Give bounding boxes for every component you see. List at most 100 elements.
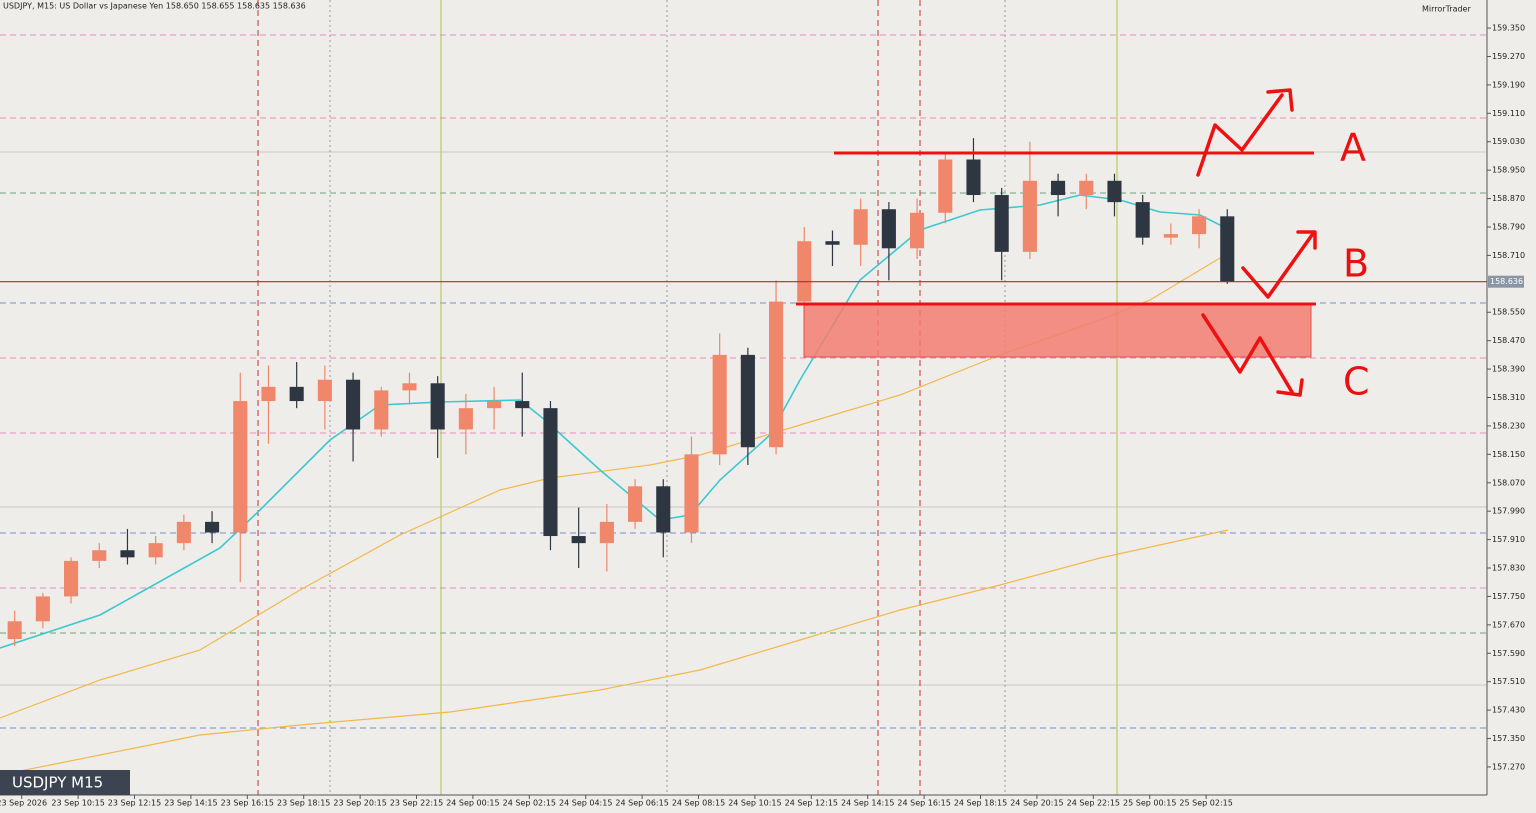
candle-body [233,401,248,533]
candle-body [346,379,361,430]
candle-body [374,390,389,430]
x-tick-label: 25 Sep 02:15 [1179,799,1232,808]
candle-body [205,521,220,533]
y-tick-label: 159.030 [1492,137,1525,146]
arrow-c [1201,313,1304,397]
moving-average [0,529,1229,776]
x-tick-label: 24 Sep 18:15 [954,799,1007,808]
candle-body [599,521,614,544]
last-price-box [1488,275,1524,288]
price-axis-bg [1487,0,1536,813]
candle-body [571,536,586,544]
x-tick-label: 24 Sep 14:15 [841,799,894,808]
x-tick-label: 24 Sep 04:15 [559,799,612,808]
candle-body [176,521,191,544]
candle-body [1220,216,1235,282]
x-tick-label: 24 Sep 06:15 [615,799,668,808]
candle-body [994,195,1009,252]
candle-body [458,408,473,430]
candle-body [317,379,332,402]
x-tick-label: 24 Sep 22:15 [1067,799,1120,808]
candle-body [1022,180,1037,252]
x-tick-label: 23 Sep 20:15 [333,799,386,808]
y-tick-label: 159.110 [1492,109,1525,118]
x-tick-label: 23 Sep 16:15 [221,799,274,808]
x-tick-label: 23 Sep 2026 [0,799,47,808]
x-tick-label: 24 Sep 20:15 [1010,799,1063,808]
y-tick-label: 157.990 [1492,507,1525,516]
candle-body [825,241,840,245]
candle-body [797,241,812,302]
y-tick-label: 158.950 [1492,166,1525,175]
y-tick-label: 158.550 [1492,308,1525,317]
candle-body [120,550,135,558]
candle-body [966,159,981,196]
x-tick-label: 24 Sep 00:15 [446,799,499,808]
y-tick-label: 159.190 [1492,80,1525,89]
y-tick-label: 158.150 [1492,450,1525,459]
candle-body [1079,180,1094,196]
candle-body [148,543,163,558]
y-tick-label: 157.910 [1492,535,1525,544]
plot [0,138,1487,647]
y-tick-label: 157.830 [1492,564,1525,573]
y-tick-label: 158.790 [1492,222,1525,231]
annotation: A [1340,126,1366,170]
symbol-box [0,770,130,795]
arrow-b [1241,230,1317,299]
symbol-label: USDJPY M15 [12,774,103,792]
candle-body [289,386,304,402]
candle-body [64,560,79,597]
y-tick-label: 158.310 [1492,393,1525,402]
candle-body [740,354,755,448]
y-tick-label: 157.750 [1492,592,1525,601]
annotation: B [1343,242,1369,286]
y-tick-label: 158.390 [1492,365,1525,374]
candle-body [1051,180,1066,196]
candle-body [430,383,445,430]
candle-body [35,596,50,622]
y-tick-label: 158.710 [1492,251,1525,260]
candle-body [712,354,727,455]
candle-body [853,209,868,245]
candle-body [1192,216,1207,235]
annotation: C [1343,360,1370,404]
candle-body [402,383,417,391]
watermark: MirrorTrader [1422,5,1471,14]
x-tick-label: 24 Sep 10:15 [728,799,781,808]
header: USDJPY, M15: US Dollar vs Japanese Yen 1… [3,2,306,11]
x-tick-label: 24 Sep 08:15 [672,799,725,808]
x-tick-label: 23 Sep 10:15 [51,799,104,808]
y-tick-label: 158.230 [1492,421,1525,430]
candle-body [1135,202,1150,238]
candle-body [1107,180,1122,203]
zone-box [803,302,1312,358]
x-tick-label: 24 Sep 02:15 [503,799,556,808]
candle-body [487,401,502,409]
candle-body [543,408,558,537]
scenario-arrows [1196,88,1317,397]
x-tick-label: 25 Sep 00:15 [1123,799,1176,808]
candle-body [628,486,643,522]
candle-body [910,212,925,249]
x-tick-label: 23 Sep 22:15 [390,799,443,808]
y-tick-label: 157.270 [1492,762,1525,771]
x-tick-label: 23 Sep 18:15 [277,799,330,808]
y-tick-label: 159.350 [1492,24,1525,33]
y-tick-label: 157.590 [1492,649,1525,658]
candle-body [656,486,671,533]
y-tick-label: 158.070 [1492,478,1525,487]
y-tick-label: 157.670 [1492,620,1525,629]
axes: 159.350 159.270 159.190 159.110 159.030 158.9… [0,24,1525,808]
candle-body [769,301,784,448]
candle-body [7,621,22,640]
y-tick-label: 159.270 [1492,52,1525,61]
arrow-a [1196,88,1294,177]
candle-body [684,454,699,533]
x-tick-label: 24 Sep 12:15 [785,799,838,808]
y-tick-label: 157.430 [1492,706,1525,715]
candle-body [261,386,276,402]
